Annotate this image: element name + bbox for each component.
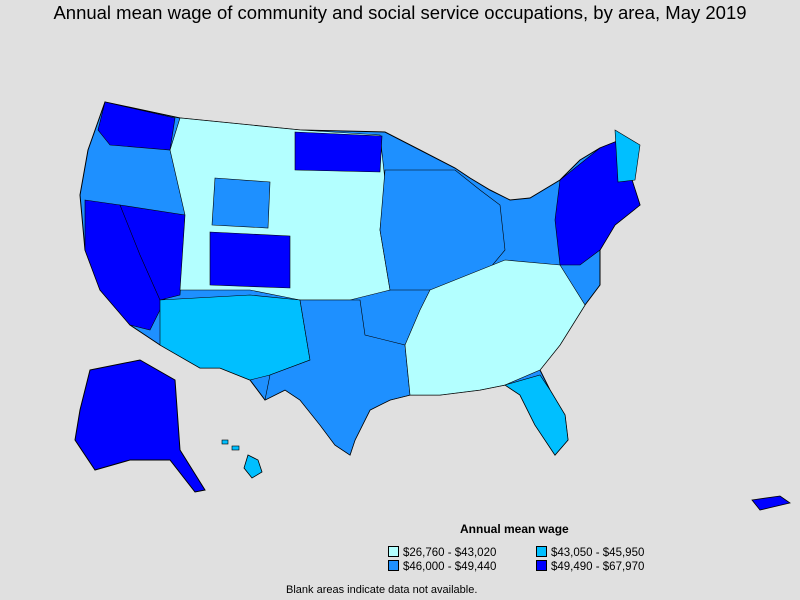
legend-swatch-highest (536, 560, 547, 571)
legend-item: $43,050 - $45,950 (536, 546, 644, 559)
maine-region (614, 129, 641, 183)
hawaii-region (243, 454, 263, 479)
map-title: Annual mean wage of community and social… (53, 2, 747, 23)
wyoming-region (211, 177, 271, 229)
puerto-rico-region (751, 495, 791, 511)
washington-region (97, 101, 176, 151)
legend-swatch-lowest (388, 546, 399, 557)
legend-item: $46,000 - $49,440 (388, 560, 496, 573)
legend-label: $49,490 - $67,970 (551, 561, 645, 573)
southwest-region (159, 294, 311, 381)
texas-region (264, 299, 411, 456)
legend-label: $46,000 - $49,440 (403, 561, 497, 573)
legend-item: $49,490 - $67,970 (536, 560, 644, 573)
legend-label: $26,760 - $43,020 (403, 547, 497, 559)
legend-swatch-low (536, 546, 547, 557)
nevada-region (119, 204, 186, 301)
hawaii-island (221, 439, 229, 445)
legend-item: $26,760 - $43,020 (388, 546, 496, 559)
florida-region (504, 374, 569, 456)
legend-swatch-mid (388, 560, 399, 571)
hawaii-island (231, 445, 240, 451)
footnote: Blank areas indicate data not available. (286, 584, 478, 596)
alaska-region (74, 359, 206, 493)
colorado-region (209, 231, 291, 289)
legend-title: Annual mean wage (460, 522, 569, 536)
legend-label: $43,050 - $45,950 (551, 547, 645, 559)
north-dakota-region (294, 131, 383, 173)
